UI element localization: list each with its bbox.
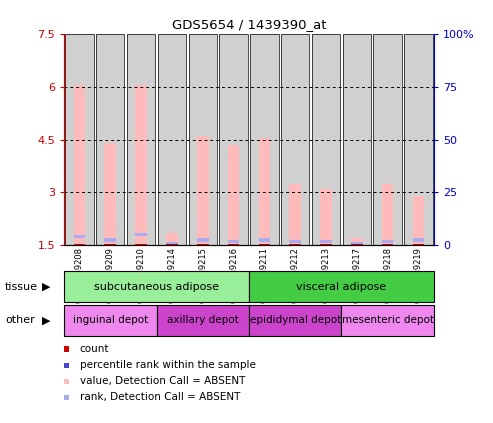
- Text: mesenteric depot: mesenteric depot: [342, 316, 434, 325]
- Bar: [228, 145, 240, 245]
- Bar: [73, 244, 85, 245]
- Bar: [228, 244, 240, 245]
- Bar: [343, 34, 371, 245]
- Text: axillary depot: axillary depot: [167, 316, 239, 325]
- Bar: [249, 271, 434, 302]
- Bar: [135, 233, 147, 236]
- Text: epididymal depot: epididymal depot: [249, 316, 341, 325]
- Bar: [166, 242, 178, 245]
- Bar: [413, 239, 424, 242]
- Bar: [188, 34, 217, 245]
- Bar: [96, 34, 124, 245]
- Text: ▶: ▶: [42, 282, 50, 291]
- Bar: [65, 34, 94, 245]
- Bar: [197, 244, 209, 245]
- Bar: [219, 34, 247, 245]
- Bar: [382, 184, 393, 245]
- Bar: [197, 239, 209, 242]
- Bar: [382, 244, 393, 245]
- Bar: [73, 235, 85, 238]
- Bar: [351, 238, 363, 245]
- Bar: [289, 240, 301, 243]
- Bar: [197, 136, 209, 245]
- Text: tissue: tissue: [5, 282, 38, 291]
- Bar: [351, 244, 363, 245]
- Bar: [320, 240, 332, 243]
- Bar: [73, 85, 85, 245]
- Bar: [127, 34, 155, 245]
- Bar: [158, 34, 186, 245]
- Bar: [105, 143, 116, 245]
- Bar: [374, 34, 402, 245]
- Bar: [158, 34, 186, 245]
- Bar: [320, 189, 332, 245]
- Text: visceral adipose: visceral adipose: [296, 282, 387, 291]
- Bar: [127, 34, 155, 245]
- Bar: [250, 34, 279, 245]
- Bar: [404, 34, 433, 245]
- Bar: [413, 196, 424, 245]
- Bar: [258, 244, 270, 245]
- Bar: [64, 271, 249, 302]
- Bar: [343, 34, 371, 245]
- Bar: [64, 305, 157, 336]
- Text: inguinal depot: inguinal depot: [72, 316, 148, 325]
- Bar: [341, 305, 434, 336]
- Bar: [249, 305, 341, 336]
- Text: percentile rank within the sample: percentile rank within the sample: [80, 360, 256, 370]
- Bar: [374, 34, 402, 245]
- Text: count: count: [80, 344, 109, 354]
- Bar: [258, 138, 270, 245]
- Bar: [404, 34, 433, 245]
- Title: GDS5654 / 1439390_at: GDS5654 / 1439390_at: [172, 18, 326, 31]
- Bar: [289, 244, 301, 245]
- Bar: [382, 240, 393, 243]
- Bar: [281, 34, 310, 245]
- Bar: [96, 34, 124, 245]
- Bar: [166, 244, 178, 245]
- Bar: [219, 34, 247, 245]
- Bar: [188, 34, 217, 245]
- Bar: [157, 305, 249, 336]
- Text: other: other: [5, 316, 35, 325]
- Bar: [281, 34, 310, 245]
- Bar: [320, 244, 332, 245]
- Text: value, Detection Call = ABSENT: value, Detection Call = ABSENT: [80, 376, 245, 386]
- Bar: [351, 242, 363, 245]
- Bar: [135, 244, 147, 245]
- Bar: [135, 85, 147, 245]
- Text: ▶: ▶: [42, 316, 50, 325]
- Bar: [312, 34, 340, 245]
- Text: subcutaneous adipose: subcutaneous adipose: [94, 282, 219, 291]
- Bar: [228, 240, 240, 243]
- Bar: [258, 239, 270, 242]
- Bar: [105, 239, 116, 242]
- Bar: [413, 244, 424, 245]
- Bar: [312, 34, 340, 245]
- Bar: [250, 34, 279, 245]
- Text: rank, Detection Call = ABSENT: rank, Detection Call = ABSENT: [80, 392, 240, 402]
- Bar: [289, 184, 301, 245]
- Bar: [166, 233, 178, 245]
- Bar: [65, 34, 94, 245]
- Bar: [105, 244, 116, 245]
